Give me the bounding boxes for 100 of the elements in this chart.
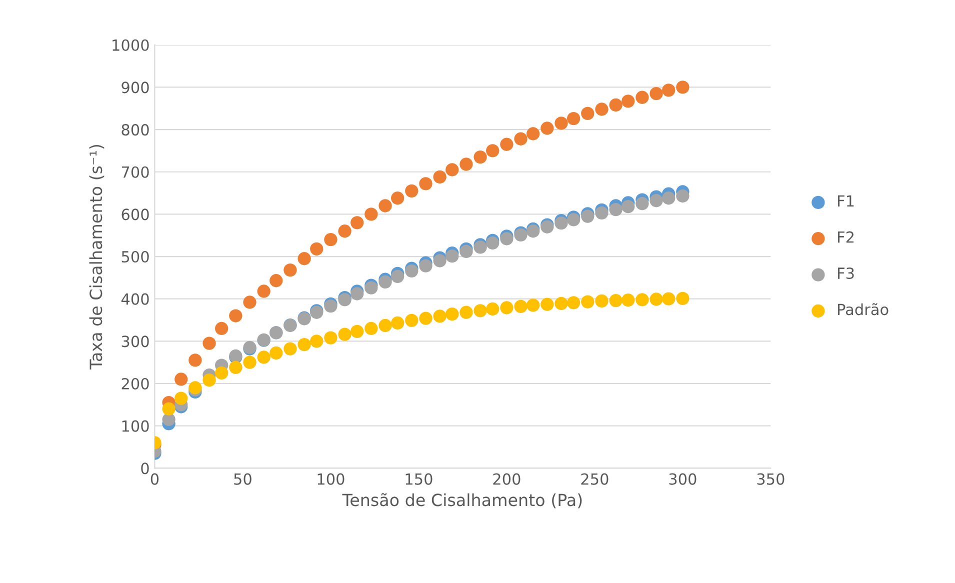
point (162, 402, 176, 416)
point (405, 264, 418, 278)
point (202, 374, 216, 387)
y-tick-label: 600 (122, 208, 149, 220)
point (636, 293, 649, 306)
point (350, 324, 364, 338)
y-tick-label: 400 (121, 293, 149, 305)
point (378, 199, 392, 212)
legend-label: F3 (838, 267, 854, 280)
y-tick-label: 800 (122, 124, 149, 136)
x-tick-label: 350 (757, 473, 784, 485)
point (566, 112, 580, 126)
point (270, 346, 283, 360)
point (378, 275, 392, 289)
point (500, 138, 514, 151)
point (405, 314, 418, 328)
legend-label: F1 (838, 195, 854, 206)
point (622, 200, 635, 214)
point (405, 184, 418, 198)
point (554, 116, 568, 130)
point (229, 309, 242, 322)
point (433, 310, 446, 323)
point (310, 242, 324, 256)
point (324, 233, 338, 246)
point (174, 372, 188, 386)
point (514, 300, 528, 314)
legend-label: F2 (838, 231, 854, 243)
point (460, 306, 473, 319)
point (622, 94, 635, 108)
x-tick-label: 150 (406, 473, 432, 485)
point (460, 158, 473, 171)
point (364, 208, 378, 221)
point (446, 307, 459, 321)
point (419, 177, 432, 190)
point (595, 102, 608, 116)
point (581, 210, 594, 223)
point (390, 192, 404, 205)
point (390, 316, 404, 330)
x-tick-label: 50 (234, 473, 252, 485)
point (433, 254, 446, 268)
point (419, 312, 432, 325)
point (526, 298, 540, 312)
point (310, 334, 324, 348)
x-tick-label: 0 (150, 473, 159, 485)
point (609, 294, 622, 308)
point (215, 322, 228, 336)
point (540, 298, 554, 311)
point (676, 189, 690, 203)
point (595, 294, 608, 308)
point (554, 216, 568, 230)
point (338, 328, 352, 341)
point (486, 144, 500, 158)
y-tick-label: 1000 (112, 39, 149, 51)
point (378, 318, 392, 332)
point (636, 90, 649, 104)
point (514, 132, 528, 146)
x-tick-label: 100 (318, 473, 344, 485)
y-tick-label: 500 (122, 250, 149, 263)
point (500, 232, 514, 246)
point (474, 150, 487, 164)
point (650, 86, 663, 100)
point (284, 342, 297, 356)
point (202, 336, 216, 350)
y-axis-title: Taxa de Cisalhamento (s⁻¹) (89, 144, 104, 370)
x-tick-label: 250 (581, 473, 608, 485)
point (622, 294, 635, 307)
point (540, 122, 554, 135)
point (474, 240, 487, 254)
point (243, 296, 256, 309)
y-tick-label: 100 (122, 420, 149, 432)
x-tick-label: 200 (493, 473, 520, 485)
point (474, 304, 487, 318)
point (650, 194, 663, 208)
point (446, 163, 459, 176)
point (243, 356, 256, 369)
point (324, 331, 338, 344)
point (284, 263, 297, 277)
y-tick-label: 0 (141, 462, 149, 474)
point (566, 213, 580, 226)
point (215, 366, 228, 380)
point (526, 127, 540, 140)
point (229, 360, 242, 374)
point (581, 295, 594, 308)
legend-label: Padrão (838, 303, 888, 316)
point (676, 80, 690, 94)
point (433, 170, 446, 184)
point (298, 338, 311, 352)
point (257, 284, 270, 298)
point (188, 354, 202, 367)
point (460, 244, 473, 258)
y-tick-label: 300 (122, 336, 149, 348)
point (636, 197, 649, 210)
point (514, 228, 528, 242)
point (650, 292, 663, 306)
point (390, 270, 404, 283)
point (662, 292, 676, 306)
point (581, 106, 594, 120)
x-axis-title: Tensão de Cisalhamento (Pa) (342, 493, 582, 508)
point (364, 281, 378, 294)
x-tick-label: 300 (669, 473, 696, 485)
